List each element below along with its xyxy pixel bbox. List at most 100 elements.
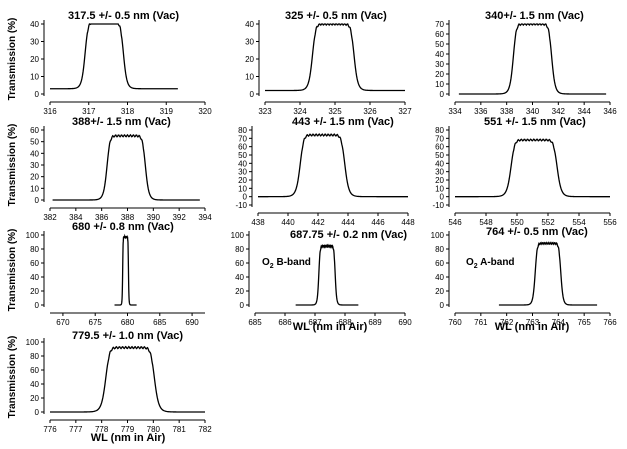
y-tick-label: 70	[238, 134, 247, 143]
x-tick-label: 384	[69, 213, 83, 222]
y-tick-label: 10	[30, 184, 39, 193]
y-tick-label: 20	[30, 173, 39, 182]
y-tick-label: 20	[435, 287, 444, 296]
panel-1: 0 10 20 30 40 316 317 318 319 320 317.5 +/- 0.5 nm…	[30, 10, 212, 116]
band-note: O2 A-band	[466, 257, 515, 270]
x-tick-label: 336	[474, 107, 488, 116]
x-tick-label: 390	[147, 213, 161, 222]
panel-title: 687.75 +/- 0.2 nm (Vac)	[290, 229, 407, 241]
y-tick-label: 70	[435, 134, 444, 143]
x-tick-label: 685	[248, 318, 262, 327]
y-tick-label: 40	[238, 159, 247, 168]
x-tick-label: 325	[328, 107, 342, 116]
y-axis-label: Transmission (%)	[7, 336, 18, 419]
x-tick-label: 554	[572, 218, 586, 227]
x-tick-label: 670	[56, 318, 70, 327]
x-tick-label: 781	[172, 425, 186, 434]
y-tick-label: 60	[435, 143, 444, 152]
transmission-curve	[52, 133, 200, 201]
x-tick-label: 319	[160, 107, 174, 116]
y-tick-label: 50	[238, 151, 247, 160]
x-tick-label: 548	[479, 218, 493, 227]
x-tick-label: 394	[198, 213, 212, 222]
y-tick-label: 40	[30, 380, 39, 389]
x-tick-label: 324	[293, 107, 307, 116]
x-tick-label: 689	[368, 318, 382, 327]
x-tick-label: 327	[398, 107, 412, 116]
x-tick-label: 334	[448, 107, 462, 116]
x-tick-label: 780	[147, 425, 161, 434]
y-axis-label: Transmission (%)	[7, 124, 18, 207]
transmission-curve	[258, 133, 408, 198]
x-tick-label: 685	[153, 318, 167, 327]
y-tick-label: 20	[238, 176, 247, 185]
panel-8: 0 20 40 60 80 100 685 686 687 688 689 690 687.75 +/-…	[231, 229, 413, 327]
y-tick-label: 50	[435, 151, 444, 160]
x-tick-label: 386	[95, 213, 109, 222]
x-tick-label: 777	[69, 425, 83, 434]
y-tick-label: 30	[30, 38, 39, 47]
x-tick-label: 686	[278, 318, 292, 327]
x-tick-label: 340	[526, 107, 540, 116]
x-axis-label: WL (nm in Air)	[293, 321, 368, 333]
y-tick-label: 80	[435, 126, 444, 135]
y-tick-label: 10	[435, 80, 444, 89]
y-tick-label: 50	[30, 138, 39, 147]
x-tick-label: 317	[82, 107, 96, 116]
y-tick-label: 100	[26, 338, 40, 347]
x-tick-label: 690	[185, 318, 199, 327]
y-tick-label: 10	[245, 73, 254, 82]
y-tick-label: 50	[435, 40, 444, 49]
y-tick-label: 0	[250, 90, 255, 99]
x-tick-label: 438	[251, 218, 265, 227]
panel-7: 0 20 40 60 80 100 670 675 680 685 690 680 +/- 0.8 n…	[26, 221, 205, 327]
x-tick-label: 760	[448, 318, 462, 327]
panel-title: 340+/- 1.5 nm (Vac)	[485, 10, 584, 22]
y-tick-label: 80	[238, 126, 247, 135]
y-tick-label: 40	[30, 20, 39, 29]
panel-title: 551 +/- 1.5 nm (Vac)	[484, 116, 586, 128]
x-tick-label: 346	[603, 107, 617, 116]
y-tick-label: 40	[435, 50, 444, 59]
transmission-curve	[295, 243, 359, 306]
x-tick-label: 776	[43, 425, 57, 434]
y-tick-label: 60	[30, 366, 39, 375]
y-tick-label: 10	[238, 184, 247, 193]
x-tick-label: 342	[552, 107, 566, 116]
x-tick-label: 764	[552, 318, 566, 327]
y-tick-label: -10	[432, 201, 444, 210]
y-tick-label: 40	[235, 273, 244, 282]
y-tick-label: 0	[35, 408, 40, 417]
x-tick-label: 690	[398, 318, 412, 327]
panel-9: 0 20 40 60 80 100 760 761 762 763 764 765 766 764 +/-…	[431, 226, 618, 327]
x-tick-label: 675	[89, 318, 103, 327]
y-tick-label: -10	[235, 201, 247, 210]
x-tick-label: 442	[311, 218, 325, 227]
y-tick-label: 0	[243, 193, 248, 202]
x-tick-label: 779	[121, 425, 135, 434]
x-tick-label: 763	[526, 318, 540, 327]
x-tick-label: 446	[371, 218, 385, 227]
x-tick-label: 762	[500, 318, 514, 327]
y-axis-label: Transmission (%)	[7, 229, 18, 312]
y-tick-label: 0	[440, 193, 445, 202]
y-tick-label: 30	[238, 168, 247, 177]
y-tick-label: 60	[30, 126, 39, 135]
x-axis-label: WL (nm in Air)	[495, 321, 570, 333]
y-tick-label: 60	[235, 259, 244, 268]
x-tick-label: 546	[448, 218, 462, 227]
y-tick-label: 10	[30, 73, 39, 82]
x-tick-label: 344	[577, 107, 591, 116]
x-tick-label: 392	[172, 213, 186, 222]
transmission-curve	[50, 345, 205, 413]
y-tick-label: 0	[440, 301, 445, 310]
x-tick-label: 550	[510, 218, 524, 227]
x-tick-label: 388	[121, 213, 135, 222]
x-tick-label: 782	[198, 425, 212, 434]
x-tick-label: 338	[500, 107, 514, 116]
panel-title: 680 +/- 0.8 nm (Vac)	[72, 221, 174, 233]
y-tick-label: 40	[435, 273, 444, 282]
y-tick-label: 40	[30, 273, 39, 282]
